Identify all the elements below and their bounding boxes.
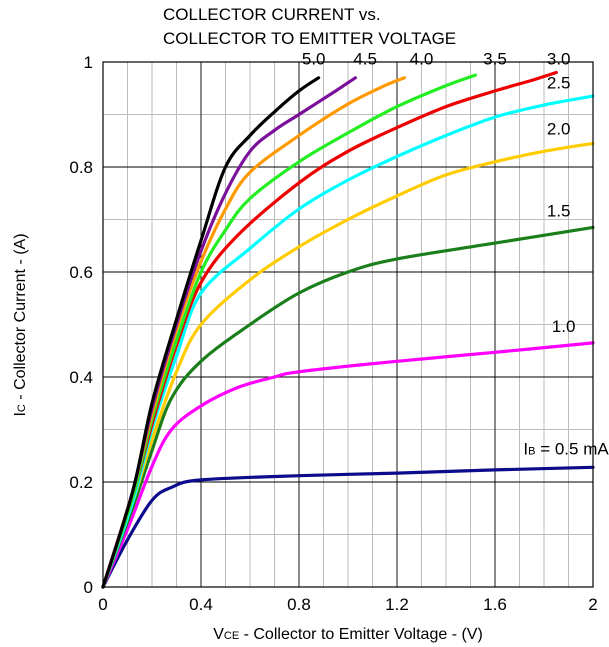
x-tick-label: 0.4: [189, 595, 213, 614]
x-tick-label: 1.6: [483, 595, 507, 614]
series-label: 1.0: [552, 317, 576, 336]
series-line-1.5: [101, 225, 595, 589]
series-label: 2.0: [547, 119, 571, 138]
plot-frame: [102, 61, 594, 588]
y-tick-label: 0.6: [69, 263, 93, 282]
chart-title-line1: COLLECTOR CURRENT vs.: [163, 5, 381, 24]
y-tick-label: 0.4: [69, 368, 93, 387]
series-line-3.5: [101, 73, 477, 589]
series-line-4.5: [101, 76, 357, 589]
tick-labels: 0 0.4 0.8 1.2 1.6 2 0 0.2 0.4 0.6 0.8 1: [69, 53, 597, 614]
series-layer: [101, 70, 595, 589]
x-tick-label: 2: [588, 595, 597, 614]
series-label: 3.5: [483, 50, 507, 69]
series-label: 1.5: [547, 201, 571, 220]
series-line-5.0: [101, 76, 321, 589]
chart-title-line2: COLLECTOR TO EMITTER VOLTAGE: [163, 29, 457, 48]
y-tick-label: 0.2: [69, 473, 93, 492]
series-label: 4.5: [353, 50, 377, 69]
x-axis-label: VCE - Collector to Emitter Voltage - (V): [213, 626, 483, 643]
series-label: 5.0: [302, 50, 326, 69]
x-tick-label: 0: [98, 595, 107, 614]
y-tick-label: 1: [84, 53, 93, 72]
series-label: IB = 0.5 mA: [523, 440, 609, 459]
series-line-4.0: [101, 76, 406, 589]
series-label: 3.0: [547, 50, 571, 69]
series-line-0.5: [101, 465, 595, 589]
series-line-1.0: [101, 341, 595, 589]
y-axis-label: IC - Collector Current - (A): [12, 233, 29, 416]
series-label: 2.5: [547, 73, 571, 92]
x-tick-label: 1.2: [385, 595, 409, 614]
series-label: 4.0: [410, 50, 434, 69]
y-tick-label: 0.8: [69, 158, 93, 177]
x-tick-label: 0.8: [287, 595, 311, 614]
series-line-3.0: [101, 70, 558, 589]
y-tick-label: 0: [84, 578, 93, 597]
series-labels: IB = 0.5 mA 1.0 1.5 2.0 2.5 3.0 3.5 4.0 4.5 5.0: [302, 50, 609, 459]
series-line-2.0: [101, 141, 595, 589]
